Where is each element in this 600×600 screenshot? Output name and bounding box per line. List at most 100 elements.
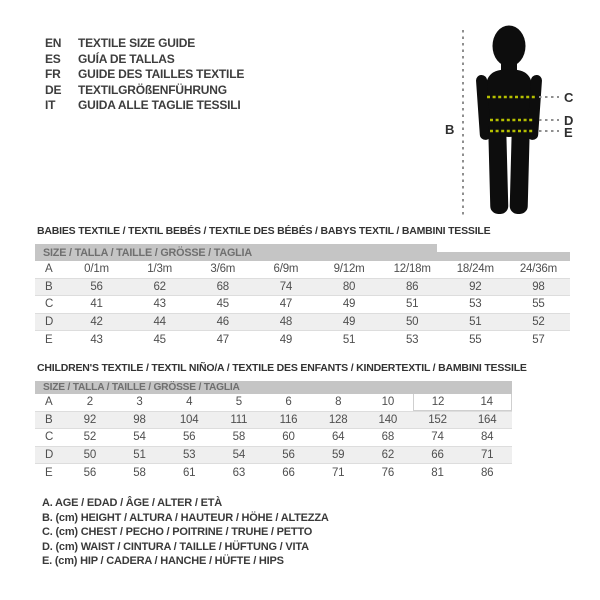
row-label: D (45, 448, 54, 461)
legend-line-hip: E. (cm) HIP / CADERA / HANCHE / HÜFTE / … (42, 555, 284, 568)
table-cell: 140 (378, 413, 398, 426)
table-cell: 59 (331, 448, 345, 461)
table-cell: 128 (328, 413, 348, 426)
figure-label-hip: E (564, 125, 573, 140)
lang-label: TEXTILGRÖßENFÜHRUNG (78, 82, 227, 97)
table-cell: 74 (279, 280, 293, 293)
table-cell: 63 (232, 466, 246, 479)
table-cell: 71 (331, 466, 345, 479)
table-cell: 84 (480, 431, 494, 444)
table-cell: 51 (133, 448, 146, 461)
row-label: B (45, 280, 53, 293)
table-cell: 61 (182, 466, 196, 479)
lang-label: GUIDA ALLE TAGLIE TESSILI (78, 98, 241, 112)
row-label: B (45, 413, 53, 426)
table-cell: 111 (230, 413, 248, 426)
table-row: A 0/1m 1/3m 3/6m 6/9m 9/12m 12/18m 18/24m 24/36m (35, 261, 570, 279)
table-cell: 55 (532, 298, 545, 311)
table-cell: 49 (342, 315, 356, 328)
table-cell: 48 (279, 315, 293, 328)
row-label: A (45, 263, 53, 276)
table-cell: 44 (153, 315, 166, 328)
table-cell: 56 (182, 431, 196, 444)
lang-label: GUIDE DES TAILLES TEXTILE (78, 67, 245, 81)
row-label: D (45, 315, 54, 328)
language-title-block: EN TEXTILE SIZE GUIDE ES GUÍA DE TALLAS … (45, 36, 244, 114)
table-cell: 1/3m (147, 263, 173, 276)
table-cell: 68 (381, 431, 395, 444)
table-cell: 104 (179, 413, 199, 426)
table-row: D 42 44 46 48 49 50 51 52 (35, 313, 570, 331)
table-row: A 2 3 4 5 6 8 10 12 14 (35, 393, 512, 412)
table-cell: 45 (153, 333, 166, 346)
lang-row-de: DE TEXTILGRÖßENFÜHRUNG (45, 83, 244, 99)
table-cell: 56 (90, 280, 103, 293)
table-cell: 43 (153, 298, 166, 311)
table-cell: 98 (133, 413, 146, 426)
row-label: E (45, 466, 53, 479)
table-cell: 6 (285, 396, 292, 409)
table-cell: 18/24m (456, 263, 494, 276)
table-cell: 80 (342, 280, 356, 293)
children-size-header-band: SIZE / TALLA / TAILLE / GRÖSSE / TAGLIA (35, 381, 512, 394)
table-cell: 41 (90, 298, 103, 311)
table-cell: 43 (90, 333, 103, 346)
babies-size-header-band: SIZE / TALLA / TAILLE / GRÖSSE / TAGLIA (35, 244, 570, 261)
table-cell: 45 (216, 298, 230, 311)
lang-code: DE (45, 82, 62, 97)
table-cell: 92 (83, 413, 97, 426)
table-cell: 64 (331, 431, 345, 444)
table-cell: 42 (90, 315, 103, 328)
size-header-label: SIZE / TALLA / TAILLE / GRÖSSE / TAGLIA (43, 246, 252, 259)
lang-row-it: IT GUIDA ALLE TAGLIE TESSILI (45, 98, 244, 114)
lang-row-en: EN TEXTILE SIZE GUIDE (45, 36, 244, 52)
lang-code: IT (45, 98, 56, 112)
lang-code: FR (45, 67, 61, 81)
table-cell: 71 (480, 448, 494, 461)
table-cell: 14 (462, 393, 512, 411)
table-cell: 98 (532, 280, 545, 293)
table-cell: 8 (335, 396, 342, 409)
lang-row-es: ES GUÍA DE TALLAS (45, 52, 244, 68)
table-cell: 58 (232, 431, 246, 444)
babies-table-title: BABIES TEXTILE / TEXTIL BEBÉS / TEXTILE … (37, 225, 491, 237)
table-cell: 9/12m (333, 263, 365, 276)
children-table-title: CHILDREN'S TEXTILE / TEXTIL NIÑO/A / TEX… (37, 362, 527, 374)
table-cell: 53 (182, 448, 196, 461)
table-cell: 10 (381, 396, 395, 409)
legend-line-age: A. AGE / EDAD / ÂGE / ALTER / ETÀ (42, 497, 223, 509)
table-cell: 47 (279, 298, 293, 311)
table-row: E 43 45 47 49 51 53 55 57 (35, 331, 570, 349)
table-row: E 56 58 61 63 66 71 76 81 86 (35, 464, 512, 482)
legend-line-waist: D. (cm) WAIST / CINTURA / TAILLE / HÜFTU… (42, 540, 309, 553)
table-cell: 68 (216, 280, 230, 293)
table-cell: 55 (469, 333, 482, 346)
table-cell: 5 (235, 396, 242, 409)
lang-code: ES (45, 51, 61, 66)
table-row: B 92 98 104 111 116 128 140 152 164 (35, 411, 512, 429)
table-cell: 24/36m (519, 263, 558, 276)
table-cell: 51 (342, 333, 356, 346)
child-measurement-diagram: B C D E (445, 25, 574, 218)
row-label: E (45, 333, 53, 346)
children-size-table: SIZE / TALLA / TAILLE / GRÖSSE / TAGLIA … (35, 381, 512, 482)
table-cell: 58 (133, 466, 146, 479)
table-row: C 41 43 45 47 49 51 53 55 (35, 296, 570, 314)
table-cell: 66 (282, 466, 295, 479)
table-cell: 49 (279, 333, 293, 346)
table-cell: 50 (405, 315, 419, 328)
table-cell: 52 (532, 315, 545, 328)
table-cell: 56 (83, 466, 97, 479)
table-cell: 51 (469, 315, 482, 328)
table-cell: 164 (477, 413, 497, 426)
table-cell: 57 (532, 333, 545, 346)
table-cell: 53 (405, 333, 419, 346)
table-cell: 50 (83, 448, 97, 461)
table-cell: 152 (428, 413, 447, 426)
table-cell: 6/9m (273, 263, 299, 276)
row-label: C (45, 298, 54, 311)
table-cell: 46 (216, 315, 230, 328)
lang-label: TEXTILE SIZE GUIDE (78, 36, 196, 50)
legend-line-chest: C. (cm) CHEST / PECHO / POITRINE / TRUHE… (42, 526, 313, 539)
babies-size-table: SIZE / TALLA / TAILLE / GRÖSSE / TAGLIA … (35, 244, 570, 349)
